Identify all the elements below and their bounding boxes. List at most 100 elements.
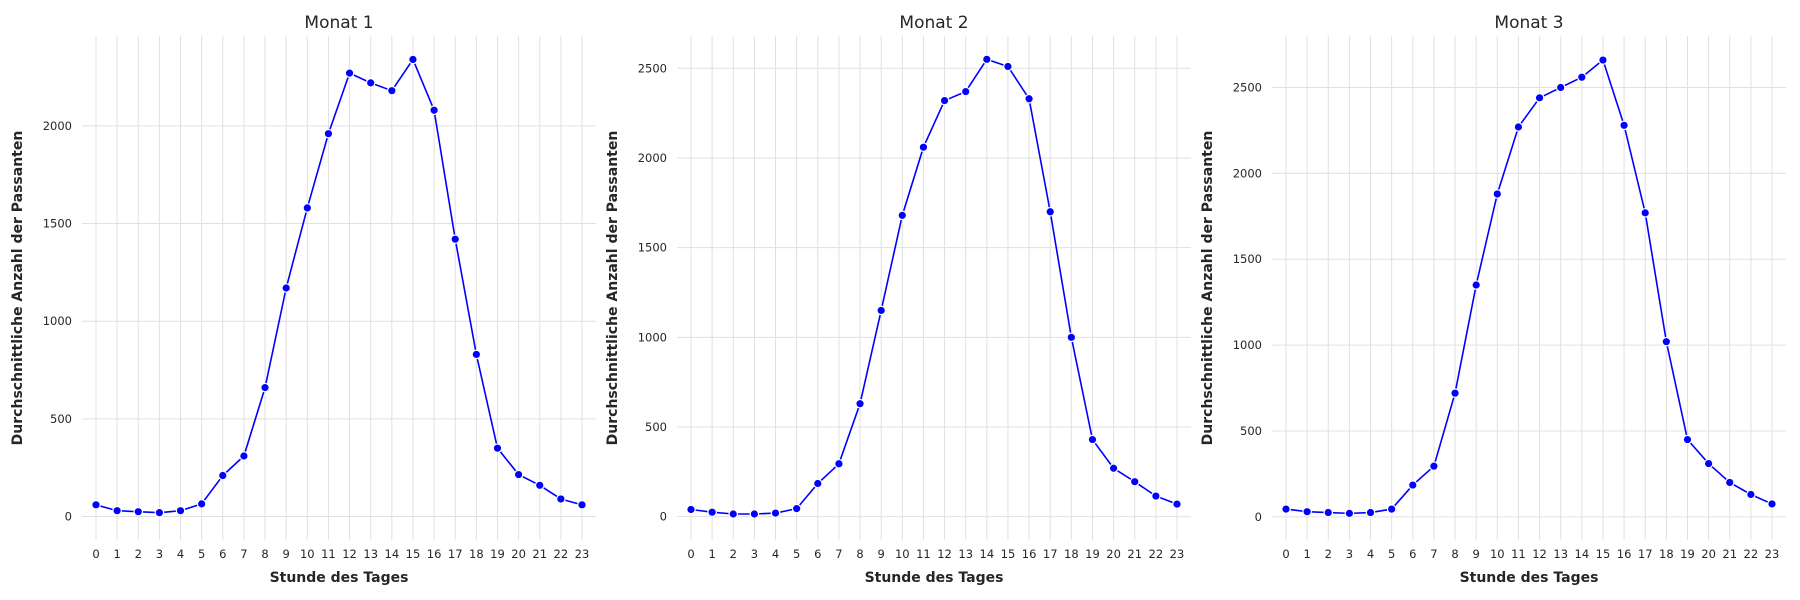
- x-tick-label: 18: [1659, 547, 1674, 561]
- x-tick-label: 23: [1170, 547, 1185, 561]
- data-point: [344, 68, 355, 78]
- y-tick-label: 1500: [43, 217, 72, 231]
- y-tick-label: 2500: [1233, 81, 1262, 95]
- x-tick-label: 3: [156, 547, 163, 561]
- data-point: [112, 505, 122, 516]
- y-tick-label: 1500: [1233, 252, 1262, 266]
- data-point: [1534, 93, 1545, 103]
- y-tick-label: 500: [645, 420, 667, 434]
- data-point: [1492, 189, 1503, 199]
- x-tick-label: 21: [532, 547, 547, 561]
- data-point: [281, 283, 291, 293]
- x-tick-label: 8: [856, 547, 863, 561]
- y-tick-label: 500: [1240, 424, 1262, 438]
- x-tick-label: 3: [1346, 547, 1353, 561]
- x-tick-label: 2: [1325, 547, 1332, 561]
- data-point: [429, 105, 439, 116]
- data-point: [471, 349, 482, 360]
- y-tick-label: 0: [660, 510, 667, 524]
- data-point: [1003, 61, 1013, 72]
- data-point: [1302, 506, 1312, 517]
- data-point: [408, 54, 418, 65]
- x-tick-label: 10: [1490, 547, 1505, 561]
- data-point: [1703, 458, 1714, 469]
- y-tick-label: 0: [1255, 510, 1262, 524]
- x-tick-label: 12: [342, 547, 357, 561]
- data-point: [387, 85, 397, 96]
- x-tick-label: 11: [916, 547, 931, 561]
- x-tick-label: 16: [427, 547, 442, 561]
- y-tick-label: 2000: [638, 151, 667, 165]
- data-point: [1087, 434, 1098, 445]
- data-point: [812, 478, 823, 489]
- data-point: [1555, 82, 1566, 93]
- data-point: [1365, 507, 1376, 518]
- x-tick-label: 7: [240, 547, 247, 561]
- y-tick-label: 0: [65, 510, 72, 524]
- data-point: [1066, 332, 1077, 343]
- data-point: [897, 210, 908, 221]
- data-point: [1450, 388, 1460, 398]
- x-tick-label: 14: [980, 547, 995, 561]
- data-point: [1429, 461, 1439, 471]
- x-axis-title: Stunde des Tages: [270, 570, 409, 586]
- x-tick-label: 23: [1765, 547, 1780, 561]
- x-tick-label: 13: [958, 547, 973, 561]
- x-tick-label: 0: [687, 547, 694, 561]
- x-tick-label: 20: [1701, 547, 1716, 561]
- chart-panel-1: 0 1 2 3 4 5 6 7 8 9 10 11 12 13 14 15 16 17 18 19 20 21 22 2305…: [10, 13, 596, 586]
- data-point: [1386, 504, 1397, 514]
- y-tick-label: 2500: [638, 61, 667, 75]
- x-tick-label: 10: [300, 547, 315, 561]
- x-tick-label: 9: [283, 547, 290, 561]
- data-point: [1108, 463, 1119, 474]
- x-tick-label: 6: [219, 547, 226, 561]
- data-point: [1746, 489, 1756, 500]
- data-point: [770, 508, 781, 518]
- x-tick-label: 21: [1127, 547, 1142, 561]
- x-tick-label: 5: [198, 547, 205, 561]
- data-point: [1323, 507, 1334, 518]
- x-tick-label: 23: [575, 547, 590, 561]
- x-tick-label: 22: [1744, 547, 1759, 561]
- x-tick-label: 4: [772, 547, 779, 561]
- x-tick-label: 13: [363, 547, 378, 561]
- x-tick-label: 19: [1680, 547, 1695, 561]
- x-tick-label: 5: [793, 547, 800, 561]
- data-point: [960, 86, 971, 97]
- x-tick-label: 21: [1722, 547, 1737, 561]
- data-point: [1661, 336, 1672, 347]
- data-point: [217, 470, 228, 481]
- data-point: [323, 128, 334, 139]
- x-tick-label: 14: [1575, 547, 1590, 561]
- data-point: [133, 506, 144, 517]
- x-tick-label: 22: [1149, 547, 1164, 561]
- data-point: [1281, 504, 1291, 514]
- data-point: [1172, 499, 1182, 509]
- x-tick-label: 17: [1043, 547, 1058, 561]
- data-point: [1724, 477, 1735, 488]
- data-point: [1024, 93, 1034, 104]
- data-point: [1640, 208, 1651, 218]
- data-point: [175, 505, 186, 516]
- data-point: [1682, 434, 1693, 445]
- data-point: [577, 500, 587, 510]
- x-tick-label: 6: [1409, 547, 1416, 561]
- x-tick-label: 18: [469, 547, 484, 561]
- data-point: [450, 234, 461, 244]
- x-tick-label: 8: [1451, 547, 1458, 561]
- x-tick-label: 20: [1106, 547, 1121, 561]
- x-tick-label: 9: [1473, 547, 1480, 561]
- x-tick-label: 8: [261, 547, 268, 561]
- x-tick-label: 2: [730, 547, 737, 561]
- x-tick-label: 7: [835, 547, 842, 561]
- x-tick-label: 9: [878, 547, 885, 561]
- data-point: [196, 499, 207, 509]
- x-tick-label: 17: [448, 547, 463, 561]
- chart-title: Monat 3: [1494, 13, 1563, 33]
- x-tick-label: 3: [751, 547, 758, 561]
- data-point: [1767, 499, 1777, 509]
- data-point: [154, 507, 165, 518]
- y-tick-label: 1000: [638, 330, 667, 344]
